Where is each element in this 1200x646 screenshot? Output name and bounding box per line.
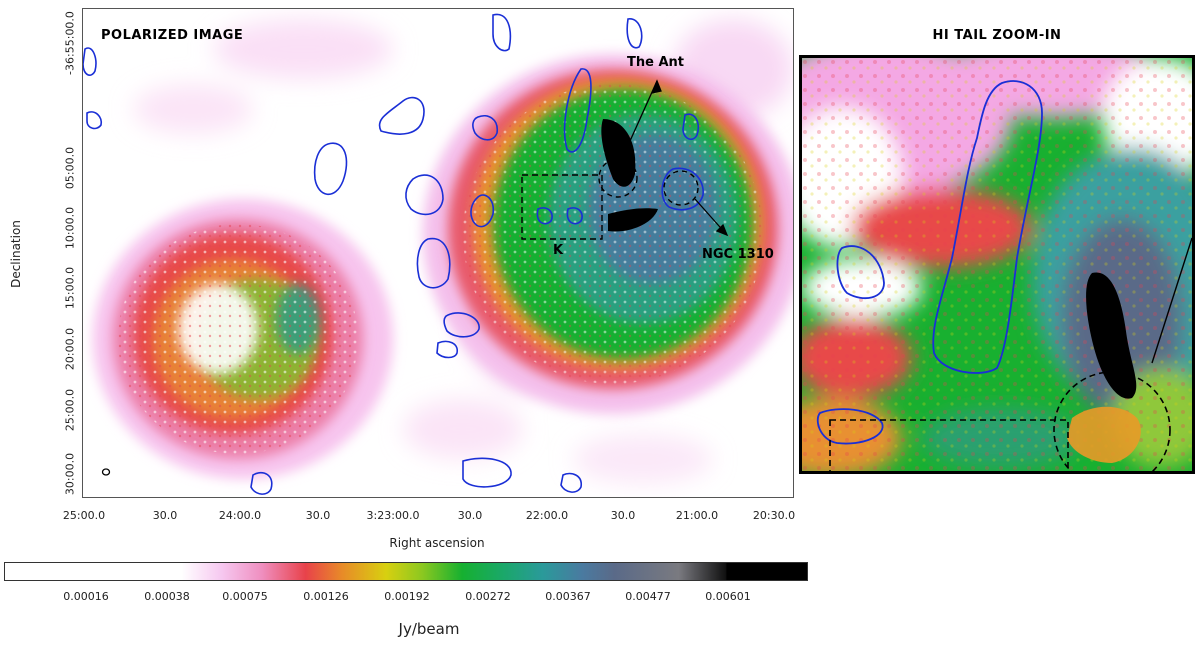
zoom-arrow-line (1151, 237, 1192, 364)
colorbar-tick: 0.00075 (222, 590, 268, 603)
ngc1310-circle (663, 170, 699, 206)
beam-marker (101, 468, 111, 476)
y-axis-title: Declination (9, 220, 23, 288)
xtick: 22:00.0 (525, 509, 569, 522)
polarized-image-title: POLARIZED IMAGE (101, 28, 244, 43)
colorbar-tick: 0.00126 (303, 590, 349, 603)
xtick: 3:23:00.0 (366, 509, 420, 522)
zoom-ant-circle (1053, 371, 1171, 471)
hi-tail-zoom-panel (799, 55, 1195, 474)
xtick: 24:00.0 (218, 509, 262, 522)
hi-contours (83, 13, 704, 495)
colorbar-unit: Jy/beam (398, 620, 460, 638)
left-radio-lobe (93, 199, 393, 479)
the-ant-label: The Ant (627, 55, 684, 70)
right-radio-lobe (423, 54, 793, 414)
zoom-hi-contours (816, 80, 1043, 445)
xtick: 21:00.0 (675, 509, 719, 522)
xtick: 30.0 (305, 509, 331, 522)
x-axis-title: Right ascension (389, 536, 485, 550)
colorbar-tick: 0.00192 (384, 590, 430, 603)
ytick: 10:00.0 (63, 206, 77, 250)
colorbar-tick: 0.00038 (144, 590, 190, 603)
region-k-box (521, 174, 603, 240)
ytick: -36:55:00.0 (63, 11, 77, 75)
colorbar-tick: 0.00477 (625, 590, 671, 603)
hi-tail-dark (1086, 272, 1137, 399)
xtick: 30.0 (152, 509, 178, 522)
ytick: 05:00.0 (63, 146, 77, 190)
zoom-region-k-box (829, 419, 1069, 471)
the-ant-circle (598, 158, 638, 198)
colorbar-tick: 0.00272 (465, 590, 511, 603)
ytick: 15:00.0 (63, 266, 77, 310)
zoom-panel-title: HI TAIL ZOOM-IN (932, 28, 1062, 43)
xtick: 20:30.0 (752, 509, 796, 522)
colorbar-tick: 0.00016 (63, 590, 109, 603)
colorbar (4, 562, 808, 581)
colorbar-tick: 0.00601 (705, 590, 751, 603)
ytick: 20:00.0 (63, 327, 77, 371)
colorbar-tick: 0.00367 (545, 590, 591, 603)
xtick: 30.0 (610, 509, 636, 522)
xtick: 30.0 (457, 509, 483, 522)
polarized-image (83, 13, 793, 495)
region-k-label: K (553, 243, 564, 258)
hi-tail-zoom-image (802, 58, 1192, 471)
ngc1310-label: NGC 1310 (702, 247, 774, 262)
xtick: 25:00.0 (62, 509, 106, 522)
polarized-image-panel (82, 8, 794, 498)
annotation-arrows (620, 79, 729, 237)
ytick: 25:00.0 (63, 388, 77, 432)
ytick: 30:00.0 (63, 452, 77, 496)
